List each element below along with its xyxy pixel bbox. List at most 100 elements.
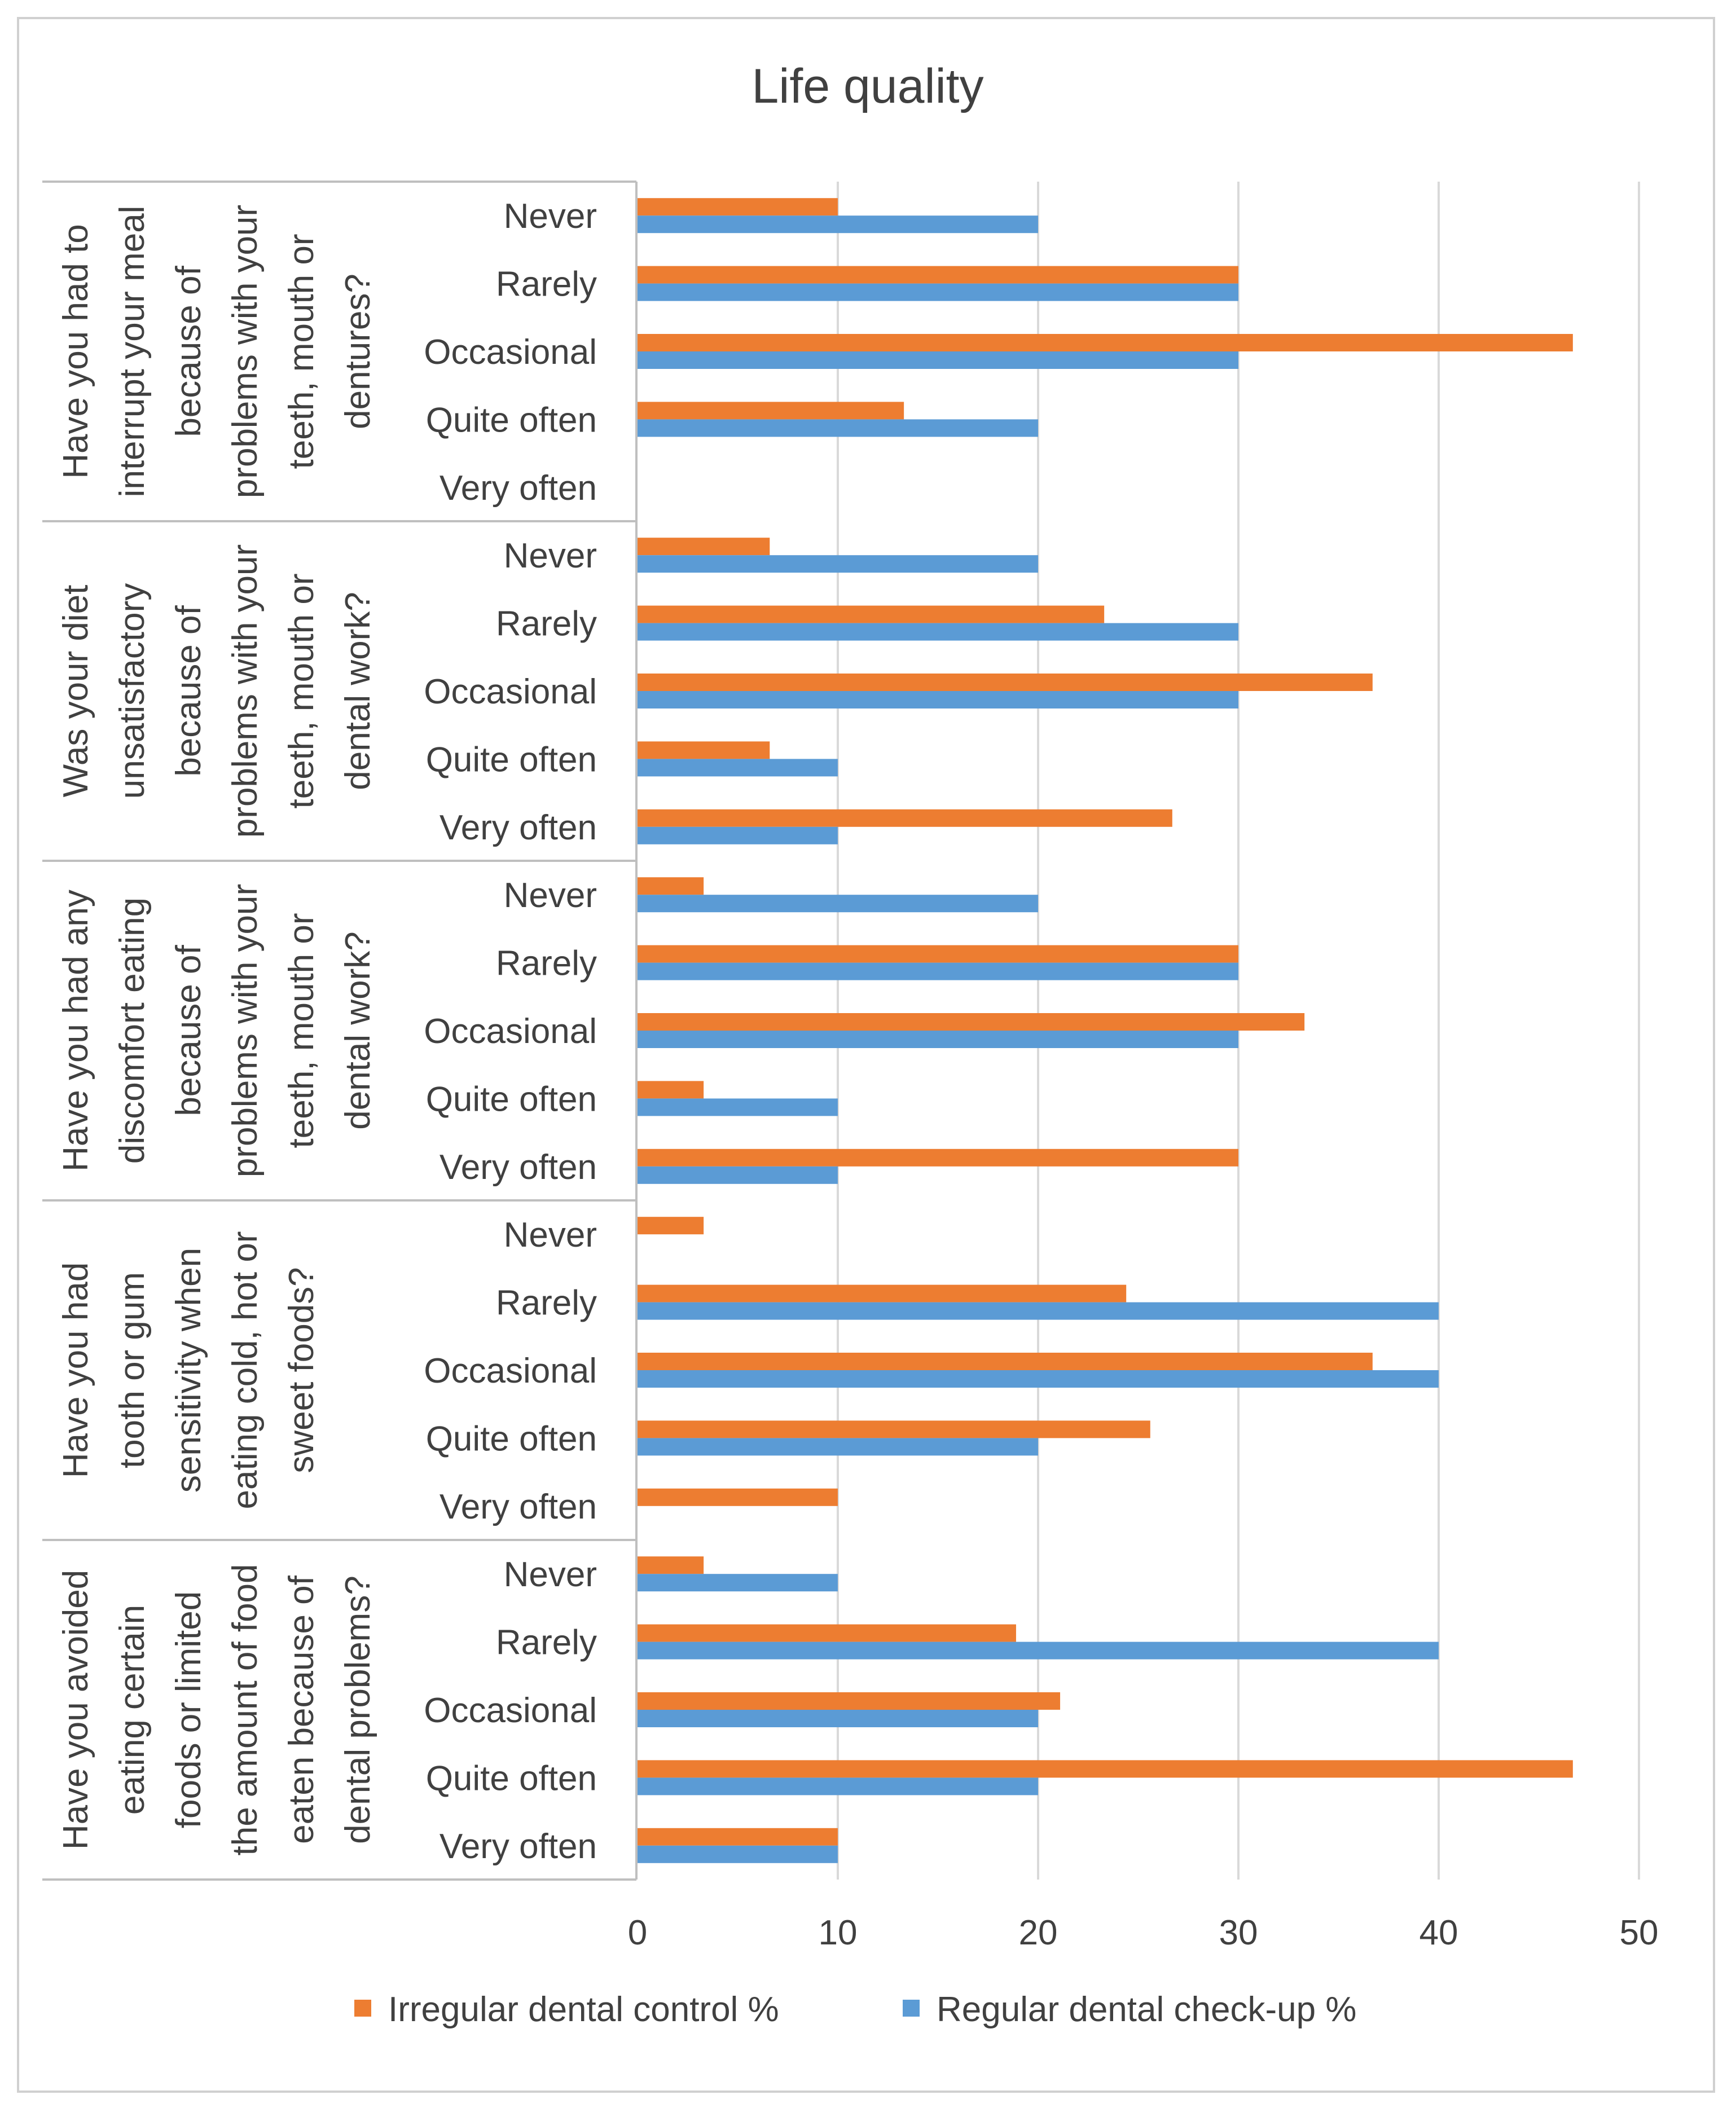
answer-label: Never — [504, 1216, 597, 1255]
bar-regular — [638, 1845, 838, 1863]
bar-irregular — [638, 334, 1573, 351]
answer-label: Very often — [440, 1148, 597, 1187]
bar-regular — [638, 962, 1238, 980]
group-question-line: unsatisfactory — [113, 583, 152, 799]
x-tick-label: 20 — [1019, 1913, 1058, 1952]
group-question-line: eating cold, hot or — [226, 1231, 265, 1510]
bar-regular — [638, 1098, 838, 1116]
x-tick-label: 50 — [1620, 1913, 1659, 1952]
bar-regular — [638, 826, 838, 844]
bar-irregular — [638, 402, 904, 420]
category-axis: Have you had to interrupt your meal becaus… — [42, 181, 638, 1881]
legend-swatch-regular — [903, 2000, 920, 2017]
bar-irregular — [638, 1624, 1016, 1642]
bar-irregular — [638, 266, 1238, 284]
bar-irregular — [638, 1148, 1238, 1167]
bar-regular — [638, 555, 1038, 573]
answer-label: Rarely — [496, 1284, 597, 1323]
answer-label: Very often — [440, 808, 597, 847]
answer-label: Quite often — [426, 1419, 597, 1458]
group-question-line: sensitivity when — [169, 1248, 208, 1493]
group-question-line: Was your diet — [56, 585, 95, 798]
group-question-line: dental work? — [339, 931, 377, 1130]
x-tick-label: 10 — [819, 1913, 858, 1952]
answer-label: Occasional — [424, 1012, 597, 1051]
group-question-line: because of — [169, 605, 208, 777]
bar-irregular — [638, 198, 838, 216]
group-question-line: because of — [169, 945, 208, 1116]
x-axis-ticks: 0 10 20 30 40 50 — [628, 1913, 1659, 1952]
bar-regular — [638, 1641, 1439, 1660]
bar-regular — [638, 1710, 1038, 1727]
answer-label: Occasional — [424, 1352, 597, 1390]
bar-regular — [638, 419, 1038, 437]
answer-label: Rarely — [496, 605, 597, 644]
bar-regular — [638, 759, 838, 777]
bar-regular — [638, 1574, 838, 1592]
x-tick-label: 0 — [628, 1913, 647, 1952]
answer-label: Quite often — [426, 740, 597, 779]
group-question-line: discomfort eating — [113, 897, 152, 1164]
bar-regular — [638, 1438, 1038, 1456]
answer-label: Never — [504, 197, 597, 236]
group-question-line: interrupt your meal — [113, 206, 152, 498]
group-question-line: problems with your — [226, 544, 265, 838]
bar-irregular — [638, 1828, 838, 1846]
answer-label: Rarely — [496, 944, 597, 983]
bar-irregular — [638, 1081, 704, 1099]
answer-label: Rarely — [496, 265, 597, 304]
group-question-line: eating certain — [113, 1605, 152, 1815]
answer-label: Occasional — [424, 672, 597, 711]
chart-title: Life quality — [751, 59, 983, 113]
bar-irregular — [638, 1013, 1305, 1031]
bar-irregular — [638, 741, 770, 759]
bar-regular — [638, 1166, 838, 1184]
answer-label: Occasional — [424, 1691, 597, 1730]
bar-regular — [638, 1370, 1439, 1388]
bar-regular — [638, 623, 1238, 641]
group-question-line: teeth, mouth or — [282, 573, 321, 808]
group-question-line: dental work? — [339, 592, 377, 790]
x-tick-label: 40 — [1419, 1913, 1458, 1952]
group-question-line: problems with your — [226, 205, 265, 498]
legend-swatch-irregular — [354, 2000, 371, 2017]
group-question-line: because of — [169, 266, 208, 437]
group-question-line: sweet foods? — [282, 1267, 321, 1473]
legend: Irregular dental control % Regular dental… — [354, 1990, 1356, 2029]
answer-label: Never — [504, 536, 597, 575]
bar-irregular — [638, 1420, 1150, 1438]
group-question-line: eaten because of — [282, 1575, 321, 1843]
bar-irregular — [638, 1692, 1061, 1710]
group-question-line: teeth, mouth or — [282, 913, 321, 1148]
bar-regular — [638, 1031, 1238, 1048]
bar-irregular — [638, 877, 704, 895]
bar-irregular — [638, 809, 1172, 827]
bar-irregular — [638, 538, 770, 556]
bars — [638, 198, 1573, 1863]
bar-irregular — [638, 1760, 1573, 1778]
bar-regular — [638, 895, 1038, 913]
bar-regular — [638, 691, 1238, 708]
x-tick-label: 30 — [1219, 1913, 1258, 1952]
answer-label: Quite often — [426, 1080, 597, 1119]
bar-irregular — [638, 1556, 704, 1574]
group-question-line: foods or limited — [169, 1591, 208, 1828]
bar-regular — [638, 351, 1238, 369]
legend-label-irregular: Irregular dental control % — [388, 1990, 779, 2029]
group-question-line: the amount of food — [226, 1564, 265, 1855]
answer-label: Rarely — [496, 1623, 597, 1662]
bar-irregular — [638, 674, 1373, 691]
bar-irregular — [638, 605, 1105, 623]
bar-irregular — [638, 1353, 1373, 1370]
group-question-line: problems with your — [226, 884, 265, 1177]
answer-label: Occasional — [424, 333, 597, 372]
group-question-line: Have you had to — [56, 224, 95, 479]
bar-irregular — [638, 1488, 838, 1506]
bar-irregular — [638, 1217, 704, 1235]
bar-irregular — [638, 945, 1238, 963]
group-question-line: teeth, mouth or — [282, 234, 321, 469]
answer-label: Very often — [440, 469, 597, 508]
bar-regular — [638, 1777, 1038, 1795]
legend-label-regular: Regular dental check-up % — [937, 1990, 1356, 2029]
